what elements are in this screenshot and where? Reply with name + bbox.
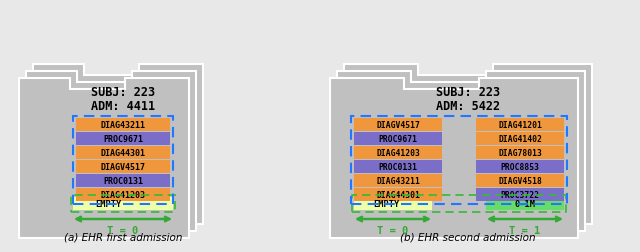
Text: DIAG44301: DIAG44301 <box>100 148 145 158</box>
Text: SUBJ: 223: SUBJ: 223 <box>91 86 155 99</box>
Bar <box>73 197 173 210</box>
Bar <box>76 174 170 187</box>
Text: T = 0: T = 0 <box>108 225 139 235</box>
Bar <box>76 188 170 201</box>
Text: ADM: 4411: ADM: 4411 <box>91 100 155 113</box>
Text: (b) EHR second admission: (b) EHR second admission <box>400 232 536 242</box>
Text: DIAGV4518: DIAGV4518 <box>498 176 542 185</box>
Bar <box>354 160 442 173</box>
Text: T = 1: T = 1 <box>509 225 541 235</box>
Text: PROC0131: PROC0131 <box>103 176 143 185</box>
Text: DIAG41201: DIAG41201 <box>498 120 542 130</box>
Text: DIAG43211: DIAG43211 <box>376 176 420 185</box>
Text: PROC9671: PROC9671 <box>103 135 143 143</box>
Bar <box>76 146 170 159</box>
Bar <box>476 133 564 145</box>
Bar <box>476 118 564 132</box>
Polygon shape <box>337 72 585 231</box>
Text: SUBJ: 223: SUBJ: 223 <box>436 86 500 99</box>
Text: DIAG41402: DIAG41402 <box>498 135 542 143</box>
Text: PROC8853: PROC8853 <box>500 162 540 171</box>
Text: PROC9671: PROC9671 <box>378 135 417 143</box>
Text: (a) EHR first admission: (a) EHR first admission <box>64 232 182 242</box>
Bar <box>76 160 170 173</box>
Bar <box>76 118 170 132</box>
Polygon shape <box>33 65 203 224</box>
Bar <box>354 118 442 132</box>
Polygon shape <box>344 65 592 224</box>
Text: ADM: 5422: ADM: 5422 <box>436 100 500 113</box>
Text: DIAGV4517: DIAGV4517 <box>100 162 145 171</box>
Bar <box>476 188 564 201</box>
Text: 0-1M: 0-1M <box>515 199 536 208</box>
Bar <box>354 133 442 145</box>
Text: DIAG43211: DIAG43211 <box>100 120 145 130</box>
Text: EMPTY: EMPTY <box>95 199 121 208</box>
Bar <box>354 174 442 187</box>
Text: EMPTY: EMPTY <box>374 199 400 208</box>
Text: DIAG78013: DIAG78013 <box>498 148 542 158</box>
Polygon shape <box>19 79 189 238</box>
Bar <box>351 116 567 204</box>
Bar <box>354 146 442 159</box>
Bar <box>476 160 564 173</box>
Bar <box>354 197 432 210</box>
Bar <box>354 188 442 201</box>
Bar <box>71 195 175 212</box>
Bar <box>352 195 566 212</box>
Bar <box>76 133 170 145</box>
Text: PROC0131: PROC0131 <box>378 162 417 171</box>
Polygon shape <box>330 79 578 238</box>
Bar <box>486 197 564 210</box>
Bar <box>476 174 564 187</box>
Text: DIAG44301: DIAG44301 <box>376 190 420 199</box>
Polygon shape <box>26 72 196 231</box>
Bar <box>73 116 173 204</box>
Bar <box>476 146 564 159</box>
Text: T = 0: T = 0 <box>378 225 408 235</box>
Text: DIAGV4517: DIAGV4517 <box>376 120 420 130</box>
Text: DIAG41203: DIAG41203 <box>100 190 145 199</box>
Text: DIAG41203: DIAG41203 <box>376 148 420 158</box>
Text: PROC3722: PROC3722 <box>500 190 540 199</box>
